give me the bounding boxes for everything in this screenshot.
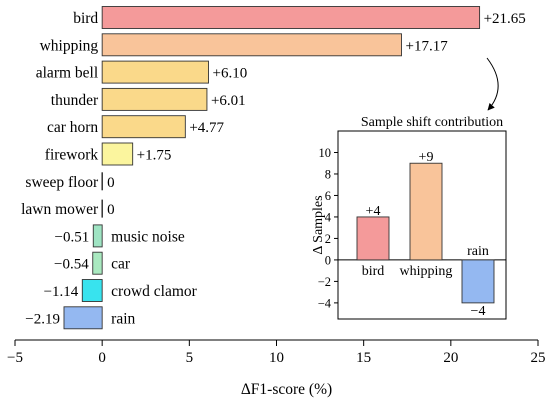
- inset-bar-bird: [356, 216, 390, 261]
- category-label-whipping: whipping: [40, 37, 99, 54]
- x-tick-label-1: 0: [98, 350, 106, 366]
- connector-arrow-path: [486, 57, 499, 111]
- bar-crowd-clamor: [81, 279, 103, 302]
- category-label-bird: bird: [73, 10, 98, 27]
- inset-y-axis-label: Δ Samples: [311, 195, 326, 254]
- inset-value-label-bird: +4: [366, 204, 381, 219]
- inset-category-label-whipping: whipping: [400, 264, 453, 279]
- inset-y-tick-label-5: 6: [325, 189, 331, 203]
- value-label-crowd-clamor: −1.14: [44, 284, 79, 300]
- value-label-alarm-bell: +6.10: [213, 66, 248, 82]
- value-label-whipping: +17.17: [405, 38, 448, 54]
- inset-category-label-bird: bird: [362, 264, 385, 279]
- x-tick-label-0: −5: [7, 350, 23, 366]
- inset-y-tick-label-3: 2: [325, 232, 331, 246]
- inset-bar-rain: [461, 259, 495, 304]
- x-tick-label-5: 20: [443, 350, 458, 366]
- inset-value-label-whipping: +9: [419, 150, 434, 165]
- x-tick-label-2: 5: [186, 350, 194, 366]
- category-label-rain: rain: [111, 310, 135, 327]
- value-label-rain: −2.19: [25, 311, 60, 327]
- value-label-car-horn: +4.77: [189, 120, 224, 136]
- category-label-firework: firework: [45, 147, 99, 164]
- x-tick-label-3: 10: [269, 350, 284, 366]
- bar-whipping: [101, 33, 402, 57]
- value-label-lawn-mower: 0: [107, 202, 115, 218]
- inset-y-tick-label-0: −4: [318, 296, 332, 310]
- inset-y-tick-label-6: 8: [325, 167, 331, 181]
- inset-y-tick-label-7: 10: [319, 146, 332, 160]
- value-label-thunder: +6.01: [211, 93, 246, 109]
- category-label-lawn-mower: lawn mower: [21, 201, 99, 218]
- inset-frame: [337, 130, 507, 320]
- inset-category-label-rain: rain: [467, 244, 489, 259]
- x-tick-label-4: 15: [356, 350, 371, 366]
- value-label-music-noise: −0.51: [55, 229, 90, 245]
- value-label-firework: +1.75: [137, 148, 172, 164]
- category-label-thunder: thunder: [51, 92, 99, 109]
- category-label-car-horn: car horn: [47, 119, 98, 136]
- bar-music-noise: [92, 224, 103, 248]
- x-axis-label: ΔF1-score (%): [241, 381, 332, 398]
- inset-chart: Sample shift contribution −4 −2 0 2 4 6 8 10 Δ Sa…: [311, 115, 507, 320]
- category-label-car: car: [111, 256, 131, 273]
- category-label-music-noise: music noise: [111, 228, 185, 245]
- x-tick-label-6: 25: [531, 350, 546, 366]
- inset-bar-whipping: [409, 162, 443, 261]
- value-label-sweep-floor: 0: [107, 175, 115, 191]
- main-chart: bird +21.65 whipping +17.17 alarm bell +6.10 t…: [7, 6, 546, 398]
- bar-firework: [101, 142, 134, 166]
- inset-y-tick-label-4: 4: [325, 210, 332, 224]
- bar-alarm-bell: [101, 60, 209, 84]
- value-label-bird: +21.65: [484, 11, 526, 27]
- value-label-car: −0.54: [54, 257, 89, 273]
- inset-value-label-rain: −4: [471, 304, 486, 319]
- bar-car: [92, 251, 103, 275]
- bar-bird: [101, 6, 481, 29]
- inset-y-tick-label-2: 0: [325, 253, 331, 267]
- bar-rain: [63, 306, 103, 330]
- inset-y-tick-label-1: −2: [318, 275, 331, 289]
- category-label-sweep-floor: sweep floor: [25, 174, 99, 191]
- connector-arrow: [486, 57, 499, 111]
- bar-thunder: [101, 87, 208, 111]
- bar-car-horn: [101, 115, 186, 139]
- category-label-alarm-bell: alarm bell: [36, 65, 98, 82]
- inset-title: Sample shift contribution: [361, 115, 503, 130]
- category-label-crowd-clamor: crowd clamor: [111, 283, 197, 300]
